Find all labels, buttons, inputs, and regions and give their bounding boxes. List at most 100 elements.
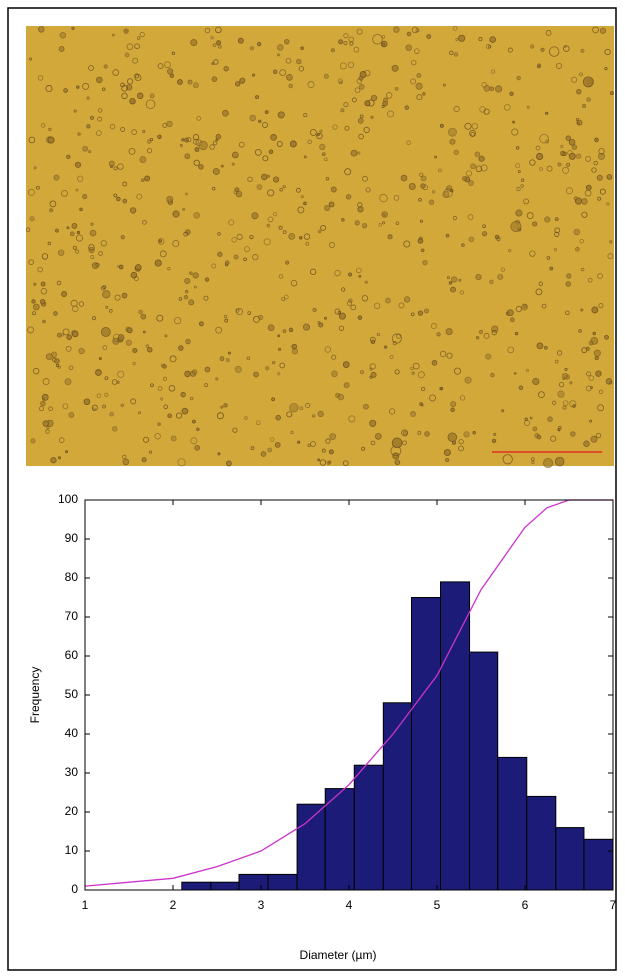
particle	[40, 400, 46, 407]
particle	[453, 149, 459, 156]
particle	[470, 163, 476, 170]
particle	[54, 358, 60, 364]
particle	[212, 167, 220, 175]
particle	[238, 141, 245, 148]
particle	[331, 370, 338, 378]
particle	[281, 297, 286, 302]
particle	[247, 311, 252, 315]
particle	[145, 344, 150, 348]
particle	[357, 206, 364, 213]
particle	[580, 267, 585, 272]
particle	[356, 28, 363, 35]
particle	[370, 371, 377, 378]
particle	[120, 403, 125, 408]
particle	[489, 86, 495, 92]
particle	[362, 175, 368, 182]
particle	[126, 78, 134, 85]
particle	[420, 175, 427, 182]
particle	[112, 69, 119, 76]
particle	[193, 159, 200, 166]
particle	[55, 228, 59, 233]
particle	[157, 238, 165, 245]
particle	[194, 147, 200, 152]
particle	[596, 174, 603, 181]
particle	[135, 264, 142, 271]
particle	[89, 115, 95, 120]
particle	[183, 295, 189, 300]
particle	[170, 435, 177, 442]
particle	[468, 236, 475, 243]
particle	[36, 185, 40, 190]
particle	[136, 36, 141, 40]
particle	[607, 253, 614, 260]
particle	[192, 419, 196, 424]
particle	[307, 81, 315, 89]
particle	[491, 438, 497, 444]
particle	[606, 202, 610, 206]
particle	[604, 334, 609, 340]
particle	[95, 130, 102, 137]
particle	[548, 46, 560, 57]
particle	[353, 46, 360, 53]
particle	[104, 376, 109, 381]
particle	[410, 312, 415, 317]
particle	[98, 108, 103, 113]
particle	[148, 450, 153, 454]
particle	[250, 446, 255, 451]
particle	[60, 333, 64, 337]
bar	[181, 881, 212, 891]
particle	[296, 58, 302, 65]
particle	[284, 38, 290, 45]
particle	[536, 342, 544, 350]
particle	[53, 311, 58, 316]
particle	[530, 44, 535, 49]
particle	[529, 159, 536, 166]
particle	[327, 460, 332, 464]
particle	[354, 220, 360, 226]
particle	[365, 187, 371, 193]
particle	[312, 307, 317, 313]
particle	[516, 186, 521, 192]
particle	[330, 186, 337, 193]
particle	[563, 45, 567, 48]
particle	[398, 302, 405, 309]
particle	[509, 317, 515, 323]
particle	[204, 27, 211, 34]
particle	[184, 277, 191, 285]
particle	[539, 133, 549, 144]
particle	[573, 228, 581, 236]
particle	[91, 316, 97, 321]
y-tick-label: 90	[65, 531, 79, 545]
particle	[266, 223, 271, 228]
particle	[420, 248, 425, 253]
particle	[184, 192, 188, 196]
particle	[565, 187, 573, 195]
particle	[507, 346, 515, 354]
bar	[497, 756, 528, 891]
particle	[83, 398, 91, 406]
particle	[503, 104, 511, 111]
particle	[597, 273, 603, 279]
particle	[282, 185, 286, 189]
particle	[263, 238, 271, 246]
particle	[45, 85, 53, 93]
particle	[121, 84, 128, 92]
particle	[358, 274, 362, 278]
particle	[244, 246, 250, 253]
particle	[59, 31, 67, 39]
particle	[450, 189, 454, 193]
particle	[168, 385, 176, 392]
y-tick-label: 100	[58, 492, 78, 506]
particle	[276, 53, 280, 57]
particle	[609, 91, 614, 95]
particle	[157, 134, 162, 139]
bar	[296, 803, 326, 891]
particle	[108, 309, 113, 313]
particle	[29, 57, 33, 61]
particle	[403, 296, 411, 303]
particle	[331, 354, 337, 360]
particle	[167, 266, 171, 271]
particle	[178, 345, 184, 351]
particle	[140, 313, 147, 320]
particle	[545, 139, 550, 144]
